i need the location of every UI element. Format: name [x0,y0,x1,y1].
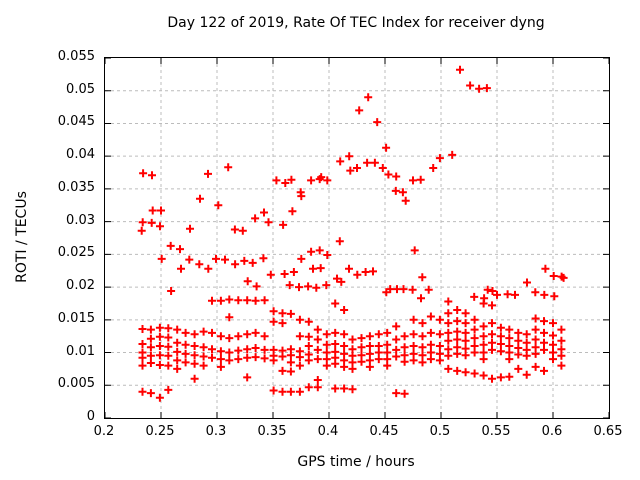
y-tick-label: 0.055 [57,49,95,64]
x-tick-label: 0.3 [205,424,227,439]
y-axis-label: ROTI / TECUs [14,191,30,283]
grid-lines [105,58,609,418]
y-tick-label: 0.04 [66,147,95,163]
x-tick-label: 0.6 [541,424,563,439]
y-tick-label: 0.035 [57,179,95,195]
x-tick-label: 0.5 [429,424,451,439]
chart-title: Day 122 of 2019, Rate Of TEC Index for r… [167,15,545,31]
y-tick-label: 0.025 [57,245,95,261]
x-tick-label: 0.35 [257,424,287,439]
x-tick-label: 0.4 [317,424,339,439]
x-tick-label: 0.55 [481,424,511,439]
y-tick-label: 0.01 [66,343,95,359]
y-tick-label: 0.005 [57,376,95,392]
x-tick-label: 0.65 [593,424,623,439]
x-tick-label: 0.25 [145,424,175,439]
x-tick-label: 0.45 [369,424,399,439]
scatter-points [137,65,568,402]
y-tick-label: 0.02 [66,278,95,294]
x-tick-label: 0.2 [93,424,115,439]
axis-tick-marks [105,58,609,418]
plot-svg-layer [105,58,609,418]
plot-area [104,57,610,419]
y-tick-label: 0 [86,409,95,424]
y-tick-label: 0.05 [66,81,95,97]
y-tick-label: 0.03 [66,212,95,228]
y-tick-label: 0.015 [57,310,95,326]
y-tick-label: 0.045 [57,114,95,130]
x-axis-label: GPS time / hours [297,454,415,470]
